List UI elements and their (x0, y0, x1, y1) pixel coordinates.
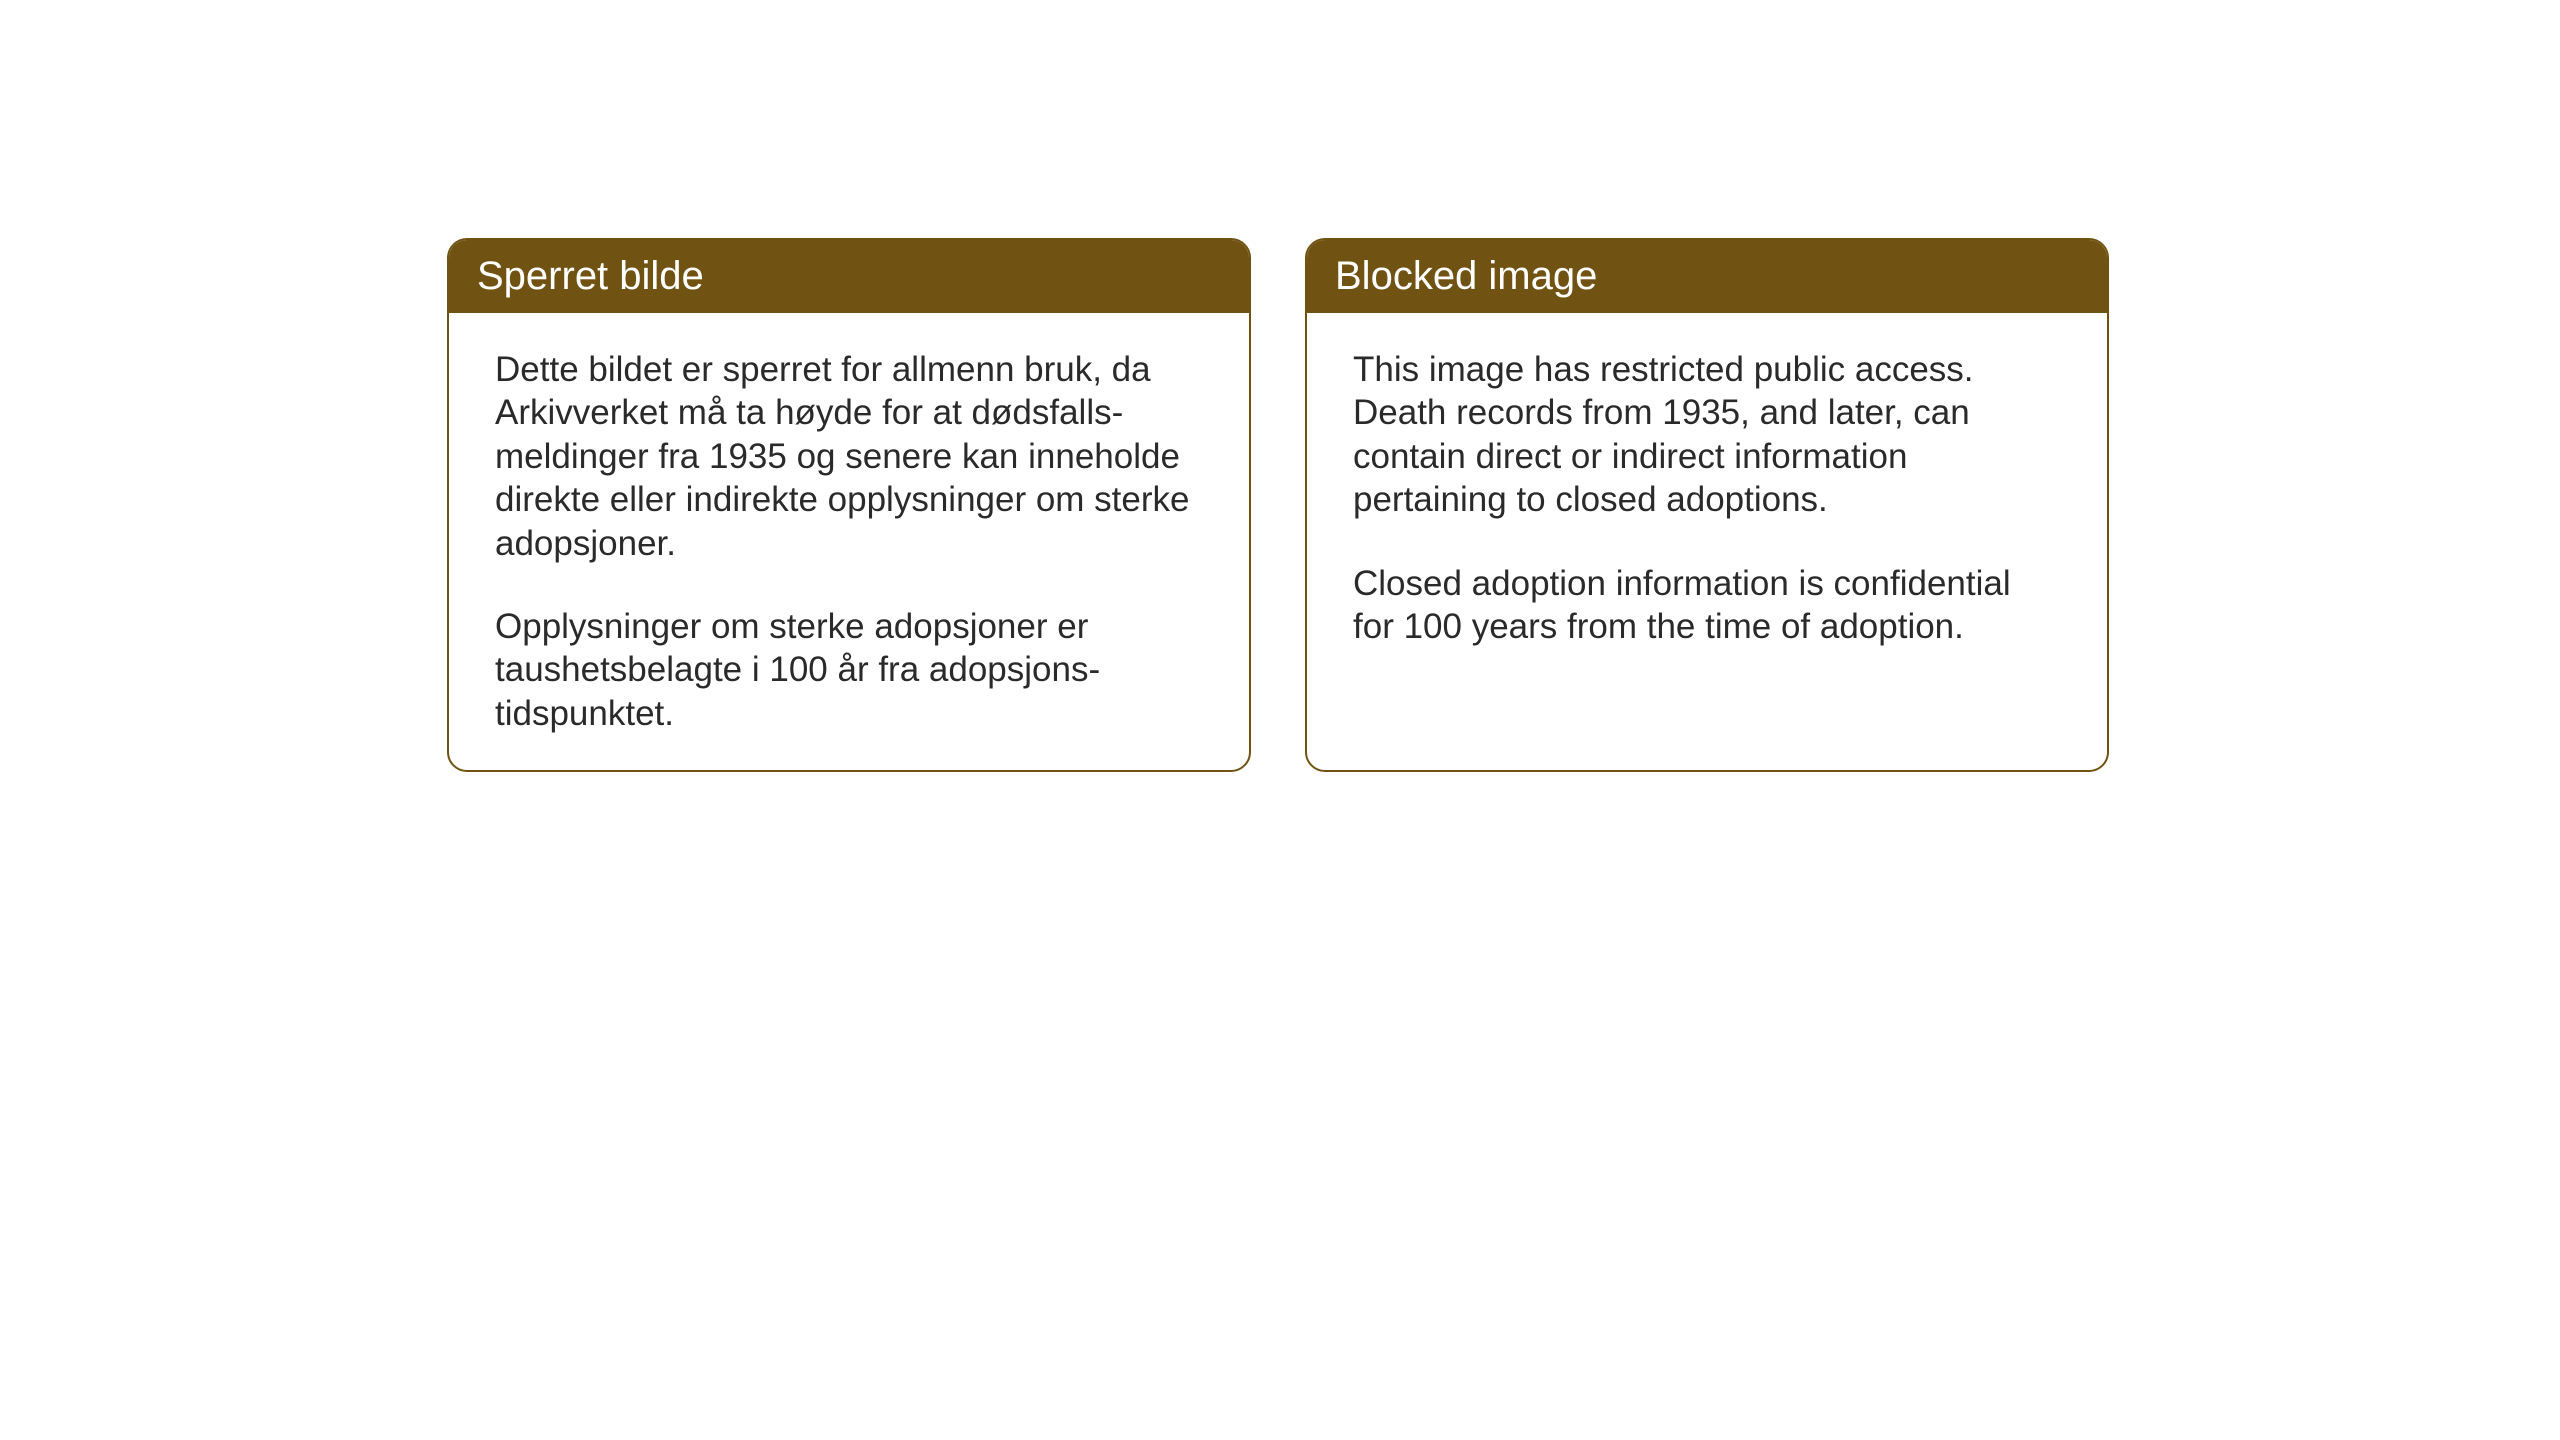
english-card-title: Blocked image (1307, 240, 2107, 313)
norwegian-paragraph-1: Dette bildet er sperret for allmenn bruk… (495, 348, 1203, 565)
notice-cards-container: Sperret bilde Dette bildet er sperret fo… (447, 238, 2109, 772)
english-paragraph-1: This image has restricted public access.… (1353, 348, 2061, 522)
norwegian-card-body: Dette bildet er sperret for allmenn bruk… (449, 313, 1249, 770)
english-card-body: This image has restricted public access.… (1307, 313, 2107, 683)
english-paragraph-2: Closed adoption information is confident… (1353, 562, 2061, 649)
norwegian-notice-card: Sperret bilde Dette bildet er sperret fo… (447, 238, 1251, 772)
norwegian-paragraph-2: Opplysninger om sterke adopsjoner er tau… (495, 605, 1203, 735)
norwegian-card-title: Sperret bilde (449, 240, 1249, 313)
english-notice-card: Blocked image This image has restricted … (1305, 238, 2109, 772)
